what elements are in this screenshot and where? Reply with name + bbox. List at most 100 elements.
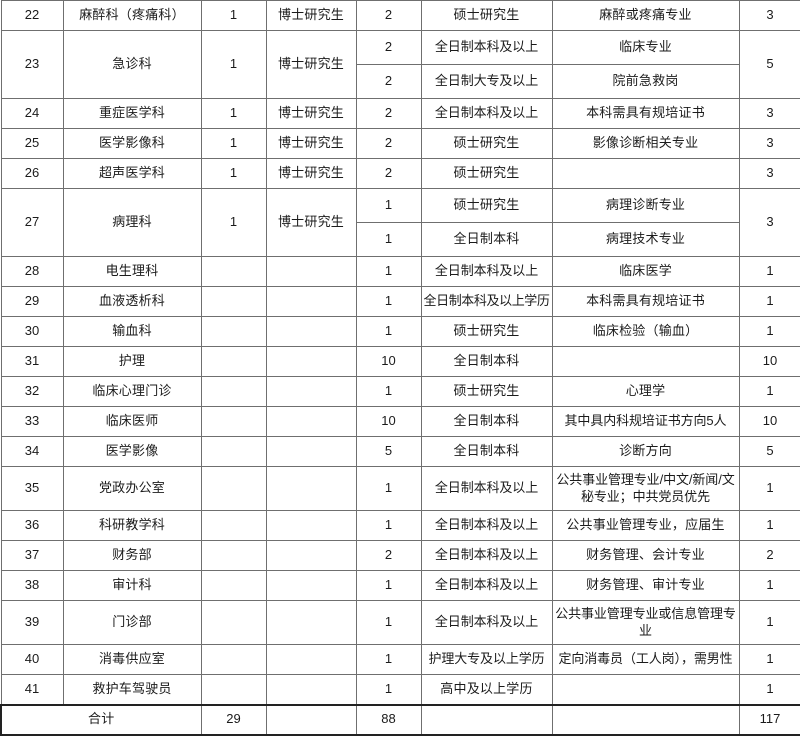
table-row: 41 救护车驾驶员 1 高中及以上学历 1 <box>0 674 800 705</box>
table-row: 39 门诊部 1 全日制本科及以上 公共事业管理专业或信息管理专业 1 <box>0 600 800 645</box>
row-number: 34 <box>0 436 64 467</box>
row-number: 40 <box>0 644 64 675</box>
table-row: 24 重症医学科 1 博士研究生 2 全日制本科及以上 本科需具有规培证书 3 <box>0 98 800 129</box>
row-total: 3 <box>738 128 800 159</box>
education-requirement: 全日制本科及以上 <box>420 30 553 65</box>
row-total: 1 <box>738 570 800 601</box>
education-primary: 博士研究生 <box>265 0 357 31</box>
count-primary <box>200 540 267 571</box>
row-total: 3 <box>738 98 800 129</box>
major-requirement: 影像诊断相关专业 <box>551 128 740 159</box>
education-requirement: 全日制本科 <box>420 346 553 377</box>
department-name: 临床医师 <box>62 406 202 437</box>
count-secondary: 5 <box>355 436 422 467</box>
count-primary <box>200 510 267 541</box>
education-requirement: 高中及以上学历 <box>420 674 553 705</box>
education-requirement: 全日制本科 <box>420 406 553 437</box>
table-row: 25 医学影像科 1 博士研究生 2 硕士研究生 影像诊断相关专业 3 <box>0 128 800 159</box>
table-row: 2 全日制大专及以上 院前急救岗 <box>1 64 800 99</box>
major-requirement: 公共事业管理专业，应届生 <box>551 510 740 541</box>
education-primary: 博士研究生 <box>265 98 357 129</box>
major-requirement: 心理学 <box>551 376 740 407</box>
table-row: 31 护理 10 全日制本科 10 <box>0 346 800 377</box>
row-total: 1 <box>738 510 800 541</box>
count-primary <box>200 256 267 287</box>
major-requirement <box>551 158 740 189</box>
row-total: 1 <box>738 316 800 347</box>
table-row: 30 输血科 1 硕士研究生 临床检验（输血） 1 <box>0 316 800 347</box>
department-name: 消毒供应室 <box>62 644 202 675</box>
count-primary <box>200 346 267 377</box>
department-name: 医学影像科 <box>62 128 202 159</box>
major-requirement <box>551 346 740 377</box>
education-requirement: 全日制本科及以上学历 <box>420 286 553 317</box>
table-row: 29 血液透析科 1 全日制本科及以上学历 本科需具有规培证书 1 <box>0 286 800 317</box>
table-row: 36 科研教学科 1 全日制本科及以上 公共事业管理专业，应届生 1 <box>0 510 800 541</box>
education-requirement: 硕士研究生 <box>420 188 553 223</box>
education-requirement: 护理大专及以上学历 <box>420 644 553 675</box>
row-number: 31 <box>0 346 64 377</box>
department-name: 党政办公室 <box>62 466 202 511</box>
count-secondary: 1 <box>355 644 422 675</box>
count-primary: 1 <box>200 98 267 129</box>
table-row: 28 电生理科 1 全日制本科及以上 临床医学 1 <box>0 256 800 287</box>
department-name: 血液透析科 <box>62 286 202 317</box>
count-secondary: 2 <box>355 30 422 65</box>
education-requirement: 全日制本科及以上 <box>420 570 553 601</box>
count-primary <box>200 316 267 347</box>
count-secondary: 1 <box>355 256 422 287</box>
row-number: 32 <box>0 376 64 407</box>
count-secondary: 1 <box>355 376 422 407</box>
count-secondary: 2 <box>355 98 422 129</box>
table-row: 32 临床心理门诊 1 硕士研究生 心理学 1 <box>0 376 800 407</box>
education-requirement: 全日制本科及以上 <box>420 98 553 129</box>
education-primary <box>265 510 357 541</box>
major-requirement: 病理诊断专业 <box>551 188 740 223</box>
department-name: 科研教学科 <box>62 510 202 541</box>
row-total: 1 <box>738 256 800 287</box>
count-primary: 1 <box>200 30 267 99</box>
row-number: 41 <box>0 674 64 705</box>
count-primary <box>200 466 267 511</box>
education-requirement: 全日制本科及以上 <box>420 540 553 571</box>
count-primary <box>200 286 267 317</box>
row-total: 1 <box>738 286 800 317</box>
major-requirement: 其中具内科规培证书方向5人 <box>551 406 740 437</box>
department-name: 临床心理门诊 <box>62 376 202 407</box>
department-name: 门诊部 <box>62 600 202 645</box>
education-primary <box>265 436 357 467</box>
count-secondary: 1 <box>355 600 422 645</box>
table-row: 35 党政办公室 1 全日制本科及以上 公共事业管理专业/中文/新闻/文秘专业；中共党员… <box>0 466 800 511</box>
row-total: 5 <box>738 436 800 467</box>
education-requirement: 全日制本科 <box>420 436 553 467</box>
row-number: 27 <box>0 188 64 257</box>
major-requirement: 病理技术专业 <box>551 222 740 257</box>
major-requirement <box>551 674 740 705</box>
education-primary <box>265 316 357 347</box>
education-primary <box>265 570 357 601</box>
major-requirement: 临床医学 <box>551 256 740 287</box>
table-row: 33 临床医师 10 全日制本科 其中具内科规培证书方向5人 10 <box>0 406 800 437</box>
row-number: 26 <box>0 158 64 189</box>
row-number: 37 <box>0 540 64 571</box>
department-name: 审计科 <box>62 570 202 601</box>
table-row: 23 急诊科 1 博士研究生 2 全日制本科及以上 临床专业 5 <box>0 30 800 99</box>
count-secondary: 1 <box>355 510 422 541</box>
table-row: 1 全日制本科 病理技术专业 <box>1 222 800 257</box>
row-number: 22 <box>0 0 64 31</box>
department-name: 病理科 <box>62 188 202 257</box>
row-number: 30 <box>0 316 64 347</box>
education-primary <box>265 376 357 407</box>
count-secondary: 1 <box>355 286 422 317</box>
count-primary <box>200 600 267 645</box>
table-row: 26 超声医学科 1 博士研究生 2 硕士研究生 3 <box>0 158 800 189</box>
row-number: 35 <box>0 466 64 511</box>
row-total: 1 <box>738 644 800 675</box>
department-name: 输血科 <box>62 316 202 347</box>
count-secondary: 2 <box>355 158 422 189</box>
major-requirement: 本科需具有规培证书 <box>551 286 740 317</box>
count-secondary: 10 <box>355 346 422 377</box>
education-requirement: 全日制大专及以上 <box>420 64 553 99</box>
education-requirement: 硕士研究生 <box>420 376 553 407</box>
